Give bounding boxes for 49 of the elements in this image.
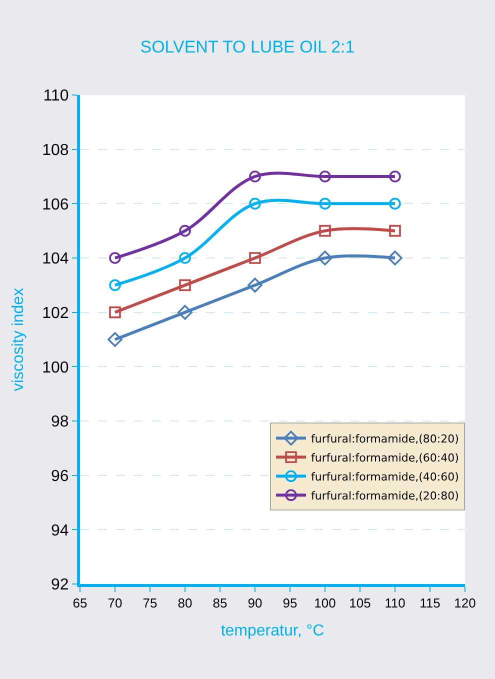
chart-title: SOLVENT TO LUBE OIL 2:1: [140, 38, 355, 57]
y-axis-title: viscosity index: [10, 288, 27, 392]
point: [389, 224, 401, 237]
y-tick-label: 98: [51, 414, 69, 431]
point: [109, 252, 121, 264]
point: [109, 279, 121, 292]
point: [108, 332, 122, 347]
y-tick-label: 108: [42, 142, 69, 159]
point: [109, 306, 121, 318]
point: [389, 170, 401, 182]
y-tick-label: 102: [42, 304, 69, 322]
point: [249, 170, 261, 182]
x-tick-label: 115: [420, 596, 440, 611]
legend-label: furfural:formamide,(20:80): [311, 489, 459, 502]
x-tick-label: 80: [178, 596, 192, 611]
x-tick-label: 90: [248, 596, 262, 611]
point: [318, 250, 332, 266]
y-tick-label: 100: [42, 359, 69, 376]
legend-label: furfural:formamide,(60:40): [311, 451, 459, 464]
x-tick-label: 65: [72, 596, 88, 611]
point: [249, 198, 261, 210]
x-axis-title: temperatur, °C: [220, 622, 324, 640]
point: [178, 304, 192, 320]
y-tick-label: 96: [51, 468, 69, 485]
point: [319, 224, 331, 237]
point: [249, 252, 261, 264]
x-tick-label: 95: [282, 596, 298, 611]
point: [248, 278, 262, 293]
point: [179, 279, 191, 292]
point: [319, 198, 331, 210]
point: [179, 252, 191, 264]
point: [319, 170, 331, 182]
x-tick-label: 75: [142, 596, 158, 611]
x-tick-label: 100: [314, 596, 336, 611]
x-tick-label: 110: [384, 596, 406, 611]
x-tick-label: 85: [212, 596, 228, 611]
y-tick-label: 92: [51, 576, 69, 594]
x-tick-label: 105: [349, 596, 371, 611]
y-tick-label: 106: [42, 196, 69, 214]
x-tick-label: 120: [454, 596, 476, 611]
point: [389, 198, 401, 210]
x-tick-label: 70: [108, 596, 122, 611]
legend-label: furfural:formamide,(80:20): [311, 432, 459, 446]
y-tick-label: 94: [51, 522, 69, 540]
y-tick-label: 110: [43, 88, 69, 105]
legend-label: furfural:formamide,(40:60): [311, 470, 459, 484]
point: [179, 224, 191, 237]
y-tick-label: 104: [42, 250, 69, 268]
point: [388, 250, 402, 266]
